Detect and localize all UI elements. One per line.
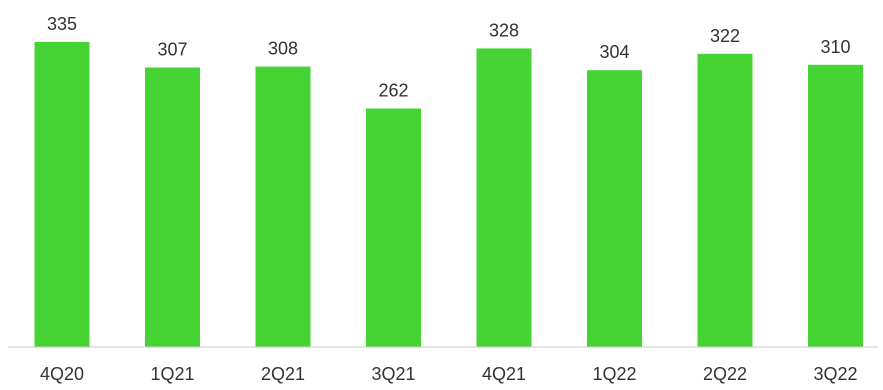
bar-value-label: 304 — [599, 42, 629, 62]
bar-4q21 — [476, 48, 532, 348]
bar-value-label: 328 — [489, 20, 519, 40]
bar-value-label: 307 — [157, 40, 187, 60]
bar-2q22 — [697, 53, 753, 348]
value-labels-layer: 335 307 308 262 328 304 322 310 — [47, 14, 851, 101]
bar-value-label: 262 — [378, 81, 408, 101]
x-tick-labels-layer: 4Q20 1Q21 2Q21 3Q21 4Q21 1Q22 2Q22 3Q22 — [40, 364, 858, 384]
bars-layer — [34, 42, 863, 348]
bar-1q22 — [587, 70, 642, 347]
x-tick-label: 1Q22 — [592, 364, 636, 384]
x-tick-label: 3Q22 — [813, 364, 857, 384]
x-tick-label: 2Q22 — [703, 364, 747, 384]
x-tick-label: 4Q21 — [482, 364, 526, 384]
x-tick-label: 1Q21 — [150, 364, 194, 384]
bar-3q21 — [366, 108, 421, 347]
x-tick-label: 2Q21 — [261, 364, 305, 384]
bar-value-label: 308 — [268, 39, 298, 59]
bar-2q21 — [255, 66, 311, 347]
bar-value-label: 310 — [820, 37, 850, 57]
bar-value-label: 335 — [47, 14, 77, 34]
bar-value-label: 322 — [710, 26, 740, 46]
x-tick-label: 3Q21 — [371, 364, 415, 384]
bar-3q22 — [808, 64, 863, 348]
bar-4q20 — [34, 42, 90, 347]
bar-1q21 — [145, 67, 200, 347]
x-tick-label: 4Q20 — [40, 364, 84, 384]
